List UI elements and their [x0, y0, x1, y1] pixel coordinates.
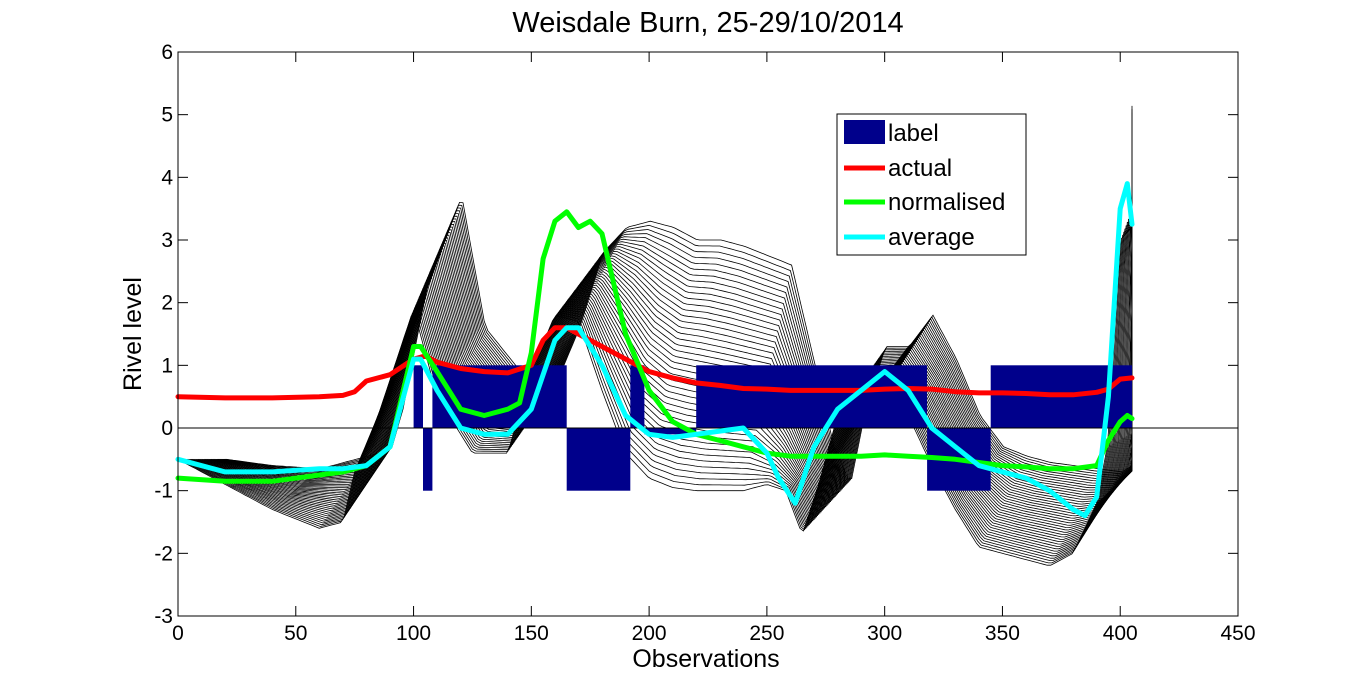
x-tick-label: 400 [1103, 622, 1138, 645]
legend-entry-average: average [888, 224, 975, 251]
ensemble-line [222, 115, 1133, 484]
ensemble-line [186, 215, 1133, 550]
y-tick-label: 5 [161, 104, 173, 127]
ensemble-line [184, 218, 1133, 552]
ensemble-line [207, 157, 1133, 507]
ensemble-line [216, 131, 1133, 490]
legend-swatch-label [844, 120, 885, 144]
ensemble-line [183, 222, 1133, 554]
ensemble-line [193, 196, 1133, 536]
x-tick-label: 250 [749, 622, 784, 645]
label-bar [413, 365, 423, 428]
ensemble-line [204, 164, 1133, 512]
ensemble-line [196, 186, 1133, 529]
y-tick-label: -1 [154, 480, 173, 503]
y-tick-label: -3 [154, 605, 173, 628]
ensemble-line [213, 141, 1133, 496]
y-axis: -3 -2 -1 0 1 2 3 4 5 6 [154, 41, 1238, 628]
x-tick-label: 50 [284, 622, 307, 645]
label-bar [644, 428, 697, 435]
x-tick-label: 200 [632, 622, 667, 645]
ensemble-line [189, 206, 1133, 543]
series-line-average [175, 181, 1135, 519]
y-tick-label: 4 [161, 166, 173, 189]
ensemble-line [177, 227, 1133, 566]
x-tick-label: 300 [867, 622, 902, 645]
ensemble-line [180, 225, 1133, 561]
ensemble-line [208, 154, 1133, 505]
ensemble-line [200, 177, 1133, 522]
label-bar [630, 365, 645, 428]
y-tick-label: 2 [161, 292, 173, 315]
plot-area [178, 52, 1238, 616]
label-bar [566, 428, 619, 491]
legend-entry-normalised: normalised [888, 189, 1005, 216]
x-tick-label: 0 [172, 622, 184, 645]
y-axis-title: Rivel level [119, 277, 147, 391]
series-lines [175, 181, 1135, 519]
label-bar [618, 428, 631, 491]
series-line-normalised [175, 209, 1135, 484]
y-tick-label: -2 [154, 542, 173, 565]
ensemble-line [199, 180, 1133, 524]
ensemble-line [209, 151, 1133, 503]
ensemble-line [194, 193, 1133, 533]
y-tick-label: 3 [161, 229, 173, 252]
ensemble-line [221, 118, 1133, 485]
y-tick-label: 0 [161, 417, 173, 440]
ensemble-line [210, 148, 1133, 500]
ensemble-line [203, 167, 1133, 514]
ensemble-line [202, 170, 1133, 517]
ensemble-line [181, 225, 1133, 559]
ensemble-line [206, 161, 1133, 510]
legend-entry-actual: actual [888, 155, 952, 182]
plot-frame [177, 51, 1239, 617]
y-tick-label: 6 [161, 41, 173, 64]
x-tick-label: 350 [985, 622, 1020, 645]
ensemble-line [182, 224, 1133, 557]
x-axis-title: Observations [632, 645, 779, 673]
x-tick-label: 150 [514, 622, 549, 645]
ensemble-line [191, 199, 1133, 538]
legend-entry-label: label [888, 120, 939, 147]
label-bar [423, 428, 433, 491]
x-tick-label: 450 [1220, 622, 1255, 645]
ensemble-line [201, 173, 1133, 519]
y-tick-label: 1 [161, 354, 173, 377]
chart-title: Weisdale Burn, 25-29/10/2014 [512, 7, 903, 39]
legend: label actual normalised average [836, 113, 1027, 256]
ensemble-line [212, 144, 1133, 498]
x-tick-label: 100 [396, 622, 431, 645]
ensemble-line [179, 226, 1133, 564]
ensemble-line [195, 190, 1133, 531]
series-line-actual [175, 325, 1135, 401]
x-axis: 0 50 100 150 200 250 300 350 400 450 [172, 52, 1256, 645]
